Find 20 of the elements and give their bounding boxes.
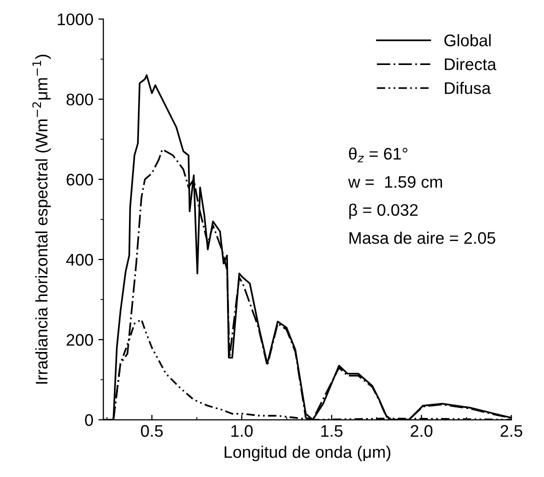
x-axis-title: Longitud de onda (μm) bbox=[224, 446, 390, 462]
x-tick-label: 2.5 bbox=[500, 425, 522, 437]
legend-label: Directa bbox=[444, 58, 496, 70]
x-tick-label: 0.5 bbox=[140, 425, 163, 437]
y-axis-title: Irradiancia horizontal espectral (Wm$^{−2}$μm$^{−1}$) bbox=[32, 54, 51, 384]
legend-label: Global bbox=[444, 34, 491, 46]
annotation: Masa de aire = 2.05 bbox=[350, 232, 496, 244]
y-tick-label: 0 bbox=[85, 414, 93, 426]
x-tick-label: 1.0 bbox=[231, 425, 253, 437]
y-tick-label: 1000 bbox=[58, 13, 93, 26]
annotation: β = 0.032 bbox=[349, 204, 418, 220]
x-tick-label: 1.5 bbox=[321, 425, 343, 437]
y-tick-label: 200 bbox=[66, 334, 93, 346]
legend-label: Difusa bbox=[444, 82, 491, 94]
y-tick-label: 800 bbox=[66, 94, 93, 106]
annotation: θ$_{z}$ = 61° bbox=[349, 147, 408, 162]
y-tick-label: 600 bbox=[66, 174, 93, 186]
y-tick-label: 400 bbox=[66, 254, 93, 266]
annotation: w = 1.59 cm bbox=[348, 176, 442, 188]
x-tick-label: 2.0 bbox=[410, 425, 432, 437]
